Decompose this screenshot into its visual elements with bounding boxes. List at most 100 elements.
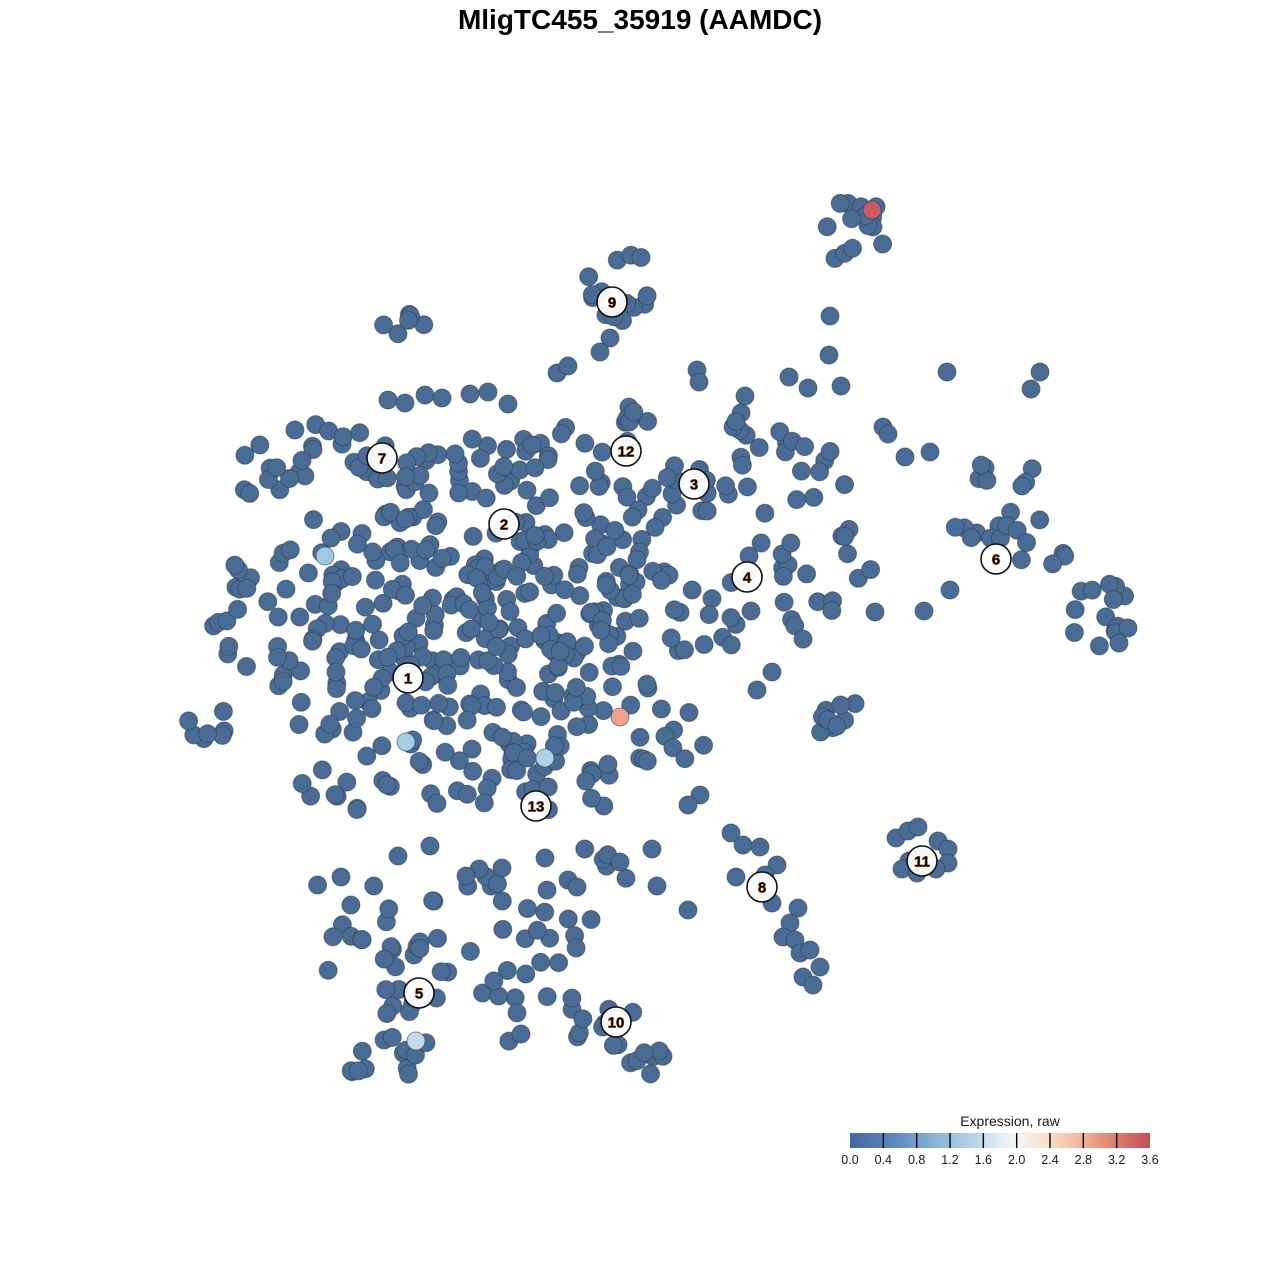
cluster-label-circle <box>906 845 938 877</box>
scatter-point <box>822 601 842 620</box>
scatter-point <box>774 592 794 612</box>
scatter-point <box>810 462 830 482</box>
scatter-point <box>363 614 383 634</box>
scatter-point <box>478 382 498 402</box>
scatter-point <box>428 928 447 948</box>
scatter-point <box>424 621 444 641</box>
cluster-label-number: 12 <box>618 444 635 461</box>
scatter-point <box>716 476 736 496</box>
scatter-point <box>581 910 601 929</box>
scatter-point <box>573 1009 593 1029</box>
scatter-point <box>416 540 436 560</box>
scatter-point <box>341 895 361 915</box>
scatter-point <box>321 528 341 548</box>
scatter-point <box>623 641 643 661</box>
scatter-point <box>525 526 545 545</box>
scatter-point <box>629 608 649 628</box>
scatter-point <box>598 754 618 774</box>
cluster-label: 12 <box>610 435 642 467</box>
cluster-label: 5 <box>403 977 435 1009</box>
cluster-label-number: 6 <box>992 552 1000 569</box>
scatter-point <box>575 636 594 656</box>
cluster-label-circle <box>600 1006 632 1038</box>
scatter-point <box>396 467 415 487</box>
scatter-point <box>323 927 343 947</box>
scatter-point <box>373 593 393 613</box>
scatter-point <box>961 528 981 548</box>
cluster-label: 3 <box>678 468 710 500</box>
scatter-point <box>379 899 399 919</box>
scatter-point <box>579 662 599 682</box>
scatter-point <box>497 961 517 980</box>
scatter-point <box>337 772 357 792</box>
scatter-point <box>721 635 741 655</box>
scatter-point <box>657 468 677 488</box>
cluster-label-circle <box>731 561 763 593</box>
scatter-point <box>280 540 300 560</box>
scatter-point <box>861 560 881 580</box>
scatter-point <box>374 315 394 335</box>
scatter-point <box>820 306 840 326</box>
scatter-point <box>838 544 857 564</box>
scatter-point <box>642 839 662 859</box>
scatter-point-expressing <box>315 546 335 566</box>
scatter-point <box>721 823 741 843</box>
scatter-point <box>424 711 444 731</box>
scatter-point <box>308 875 328 895</box>
scatter-point <box>494 457 514 477</box>
scatter-point <box>550 641 570 661</box>
scatter-point <box>412 695 431 715</box>
cluster-label-circle <box>520 790 552 822</box>
scatter-point <box>364 677 384 697</box>
scatter-point <box>627 550 647 570</box>
scatter-point <box>831 376 851 396</box>
cluster-label-number: 3 <box>690 477 698 494</box>
scatter-point <box>327 679 346 699</box>
scatter-point <box>445 444 465 464</box>
scatter-point <box>292 450 312 470</box>
scatter-point <box>762 662 782 682</box>
scatter-point <box>551 424 571 444</box>
scatter-point <box>779 367 799 387</box>
scatter-point <box>399 310 418 330</box>
scatter-point <box>908 817 928 837</box>
scatter-point <box>641 1064 660 1084</box>
scatter-point <box>590 342 610 362</box>
scatter-point <box>462 739 482 759</box>
scatter-point <box>675 749 695 769</box>
scatter-point <box>566 677 586 697</box>
scatter-point <box>213 701 233 721</box>
scatter-point <box>527 920 547 940</box>
scatter-point <box>291 692 311 712</box>
scatter-point <box>219 636 239 656</box>
scatter-point <box>545 683 565 702</box>
scatter-point <box>788 898 808 918</box>
scatter-point <box>312 760 332 780</box>
cluster-label-number: 11 <box>914 854 930 871</box>
scatter-point <box>507 1003 527 1023</box>
scatter-point <box>365 570 385 590</box>
scatter-point <box>537 987 557 1007</box>
scatter-point <box>831 695 851 715</box>
scatter-point <box>517 748 537 768</box>
scatter-point <box>631 248 651 267</box>
scatter-point <box>749 438 769 457</box>
scatter-point <box>697 501 717 521</box>
cluster-label-number: 1 <box>404 671 412 688</box>
scatter-point <box>538 777 558 797</box>
scatter-point <box>873 234 893 254</box>
scatter-point <box>377 1004 397 1023</box>
scatter-point <box>352 1041 372 1061</box>
cluster-label: 13 <box>520 790 552 822</box>
scatter-point <box>250 435 270 455</box>
cluster-label-circle <box>746 871 778 903</box>
scatter-point <box>1082 580 1102 600</box>
scatter-point <box>827 716 847 736</box>
scatter-point <box>492 858 512 878</box>
scatter-point <box>596 575 616 595</box>
scatter-point <box>268 607 288 627</box>
scatter-point <box>322 583 342 603</box>
scatter-point <box>567 717 587 737</box>
cluster-label: 8 <box>746 871 778 903</box>
scatter-point <box>457 784 477 804</box>
